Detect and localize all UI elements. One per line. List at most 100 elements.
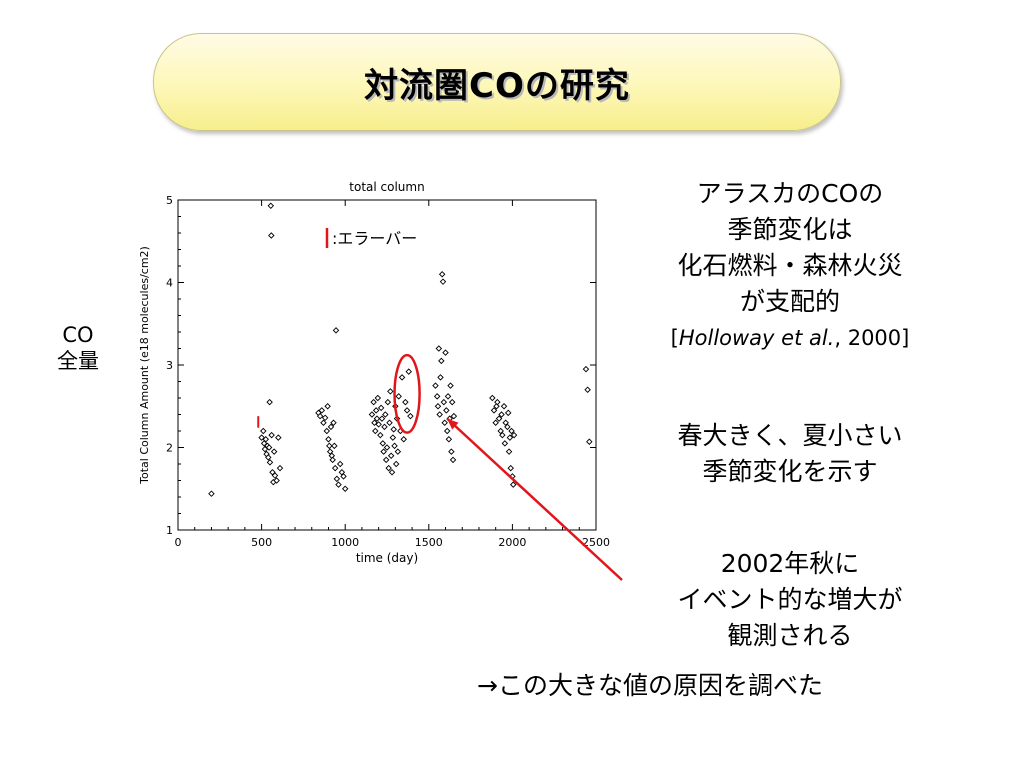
- data-point: [377, 404, 385, 412]
- data-point: [450, 412, 458, 420]
- data-point: [335, 481, 342, 488]
- legend-error-bar-label: :エラーバー: [332, 229, 417, 248]
- x-tick-label: 2000: [498, 536, 526, 549]
- x-tick-label: 0: [175, 536, 182, 549]
- data-point: [268, 232, 275, 239]
- data-point: [494, 398, 501, 406]
- data-point: [389, 434, 397, 441]
- x-axis-label: time (day): [356, 551, 418, 565]
- x-tick-label: 500: [251, 536, 272, 549]
- ref-open: [: [670, 326, 679, 350]
- co-total-label: CO 全量: [48, 322, 108, 374]
- highlight-ellipse: [393, 353, 421, 434]
- data-point: [323, 427, 331, 435]
- data-point: [489, 394, 496, 402]
- data-point: [260, 427, 267, 435]
- data-point: [436, 411, 443, 418]
- data-point: [331, 464, 339, 472]
- data-point: [492, 419, 499, 426]
- data-point: [268, 431, 275, 439]
- note2-line1: 春大きく、夏小さい: [677, 421, 903, 450]
- data-point: [372, 427, 379, 435]
- data-point: [370, 398, 377, 406]
- x-tick-label: 1500: [415, 536, 443, 549]
- data-point: [493, 403, 500, 410]
- data-point: [262, 436, 270, 443]
- note3-line2: イベント的な増大が: [677, 585, 903, 614]
- data-point: [270, 448, 278, 455]
- data-point: [208, 490, 215, 497]
- data-point: [368, 411, 376, 418]
- data-point: [265, 454, 272, 461]
- event-arrow: [446, 417, 623, 581]
- data-point: [495, 415, 503, 422]
- data-point: [336, 460, 344, 468]
- data-point: [391, 442, 398, 450]
- y-tick-label: 4: [166, 277, 173, 290]
- data-point: [392, 460, 400, 468]
- data-point: [440, 398, 448, 406]
- y-tick-label: 2: [166, 442, 173, 455]
- data-point: [407, 412, 414, 420]
- data-point: [490, 407, 498, 414]
- note1-line2: 季節変化は: [727, 215, 853, 244]
- data-point: [504, 423, 511, 431]
- data-point: [384, 398, 392, 406]
- slide-title: 対流圏COの研究: [364, 65, 630, 106]
- data-point: [402, 398, 409, 406]
- data-point: [387, 452, 395, 459]
- data-point: [385, 464, 392, 472]
- y-axis-label: Total Column Amount (e18 molecules/cm2): [138, 246, 151, 485]
- data-point: [507, 464, 514, 472]
- co-label-line1: CO: [62, 323, 94, 347]
- data-point: [403, 407, 411, 414]
- data-point: [258, 434, 265, 441]
- data-point: [377, 431, 384, 439]
- event-arrow-head: [447, 418, 459, 430]
- data-point: [324, 403, 331, 410]
- data-point: [432, 382, 439, 389]
- data-point: [320, 419, 327, 426]
- data-point: [325, 436, 332, 443]
- x-tick-label: 2500: [582, 536, 610, 549]
- data-point: [381, 423, 388, 431]
- data-point: [331, 442, 338, 450]
- data-point: [505, 448, 513, 455]
- y-tick-label: 5: [166, 194, 173, 207]
- data-point: [445, 436, 453, 443]
- note1-line1: アラスカのCOの: [696, 179, 884, 208]
- data-point: [498, 411, 505, 418]
- data-point: [405, 368, 412, 375]
- data-point: [273, 477, 280, 484]
- y-tick-label: 3: [166, 359, 173, 372]
- data-point: [378, 415, 386, 422]
- data-point: [582, 365, 590, 373]
- x-tick-label: 1000: [331, 536, 359, 549]
- data-point: [448, 448, 455, 455]
- co-label-line2: 全量: [57, 349, 99, 373]
- data-point: [438, 271, 446, 278]
- note1-reference: [Holloway et al., 2000]: [630, 320, 950, 356]
- data-point: [340, 473, 347, 480]
- data-point: [386, 419, 393, 426]
- data-point: [448, 398, 456, 406]
- ref-authors: Holloway et al.: [678, 326, 835, 350]
- data-point: [327, 423, 335, 431]
- data-point: [586, 438, 593, 445]
- data-point: [443, 427, 451, 435]
- data-point: [501, 440, 509, 447]
- data-point: [275, 434, 282, 441]
- data-point: [442, 349, 449, 356]
- data-point: [374, 394, 382, 402]
- scatter-chart: total column 0 500 1000 1500 2000 2500 1 2 3 4 5 tim…: [138, 180, 623, 581]
- note-conclusion: →この大きな値の原因を調べた: [477, 671, 823, 700]
- data-point: [447, 382, 454, 389]
- note2-line2: 季節変化を示す: [702, 457, 878, 486]
- data-point: [435, 345, 443, 352]
- data-point: [584, 386, 591, 393]
- data-point: [504, 409, 512, 417]
- title-banner: 対流圏COの研究: [153, 33, 841, 131]
- data-point: [400, 436, 407, 443]
- data-point: [500, 403, 508, 410]
- data-point: [438, 357, 445, 365]
